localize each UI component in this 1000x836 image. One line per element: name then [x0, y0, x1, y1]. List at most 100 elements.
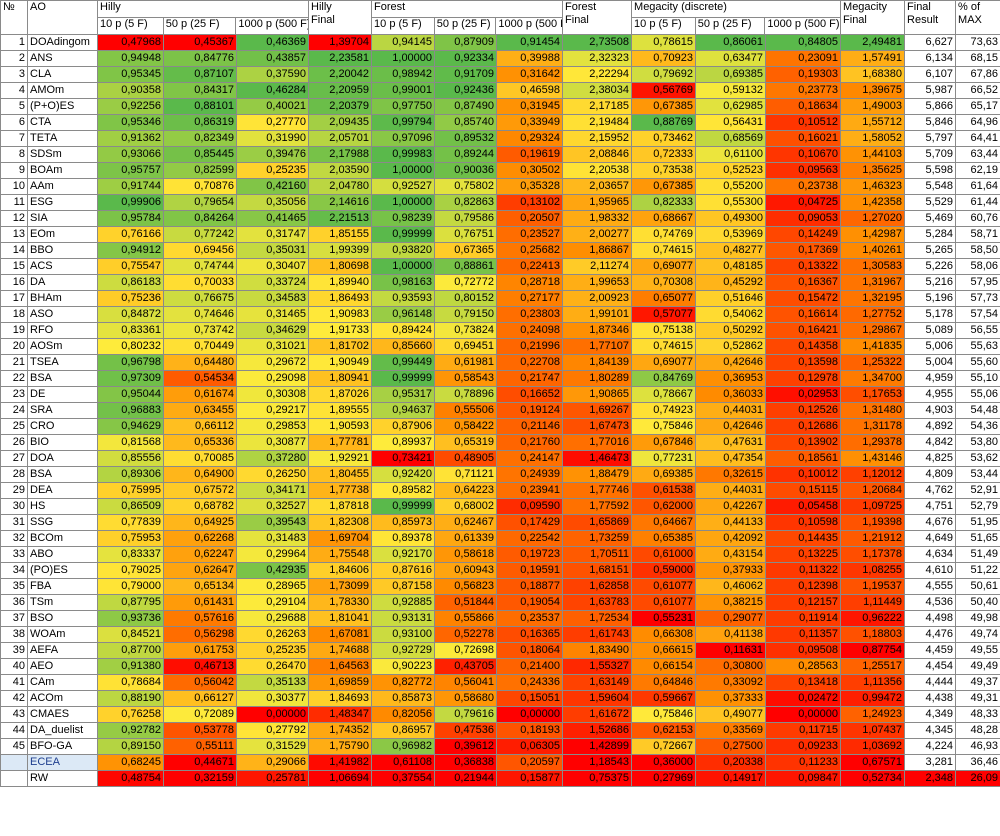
value-cell: 0,31990 [235, 130, 310, 147]
header-megacity-1000p: 1000 p (500 F) [767, 18, 840, 30]
algorithm-name: ANS [27, 50, 98, 67]
value-cell: 1,68380 [840, 66, 906, 83]
value-cell: 0,88190 [97, 690, 164, 707]
value-cell: 0,99472 [840, 690, 906, 707]
value-cell: 0,55200 [695, 178, 767, 195]
value-cell: 0,02472 [765, 690, 842, 707]
value-cell: 1,72534 [562, 610, 633, 627]
table-row: 40 AEO 0,91380 0,46713 0,26470 1,64563 0,90223… [0, 658, 1000, 675]
value-cell: 4,555 [904, 578, 957, 595]
value-cell: 0,92256 [97, 98, 164, 115]
value-cell: 0,42092 [695, 530, 767, 547]
value-cell: 1,90865 [562, 386, 633, 403]
algorithm-name: TSm [27, 594, 98, 611]
value-cell: 1,41835 [840, 338, 906, 355]
value-cell: 0,81568 [97, 434, 164, 451]
algorithm-name: DOAdingom [27, 34, 98, 51]
row-number: 20 [0, 338, 28, 355]
value-cell: 0,89378 [371, 530, 436, 547]
value-cell: 0,87490 [434, 98, 498, 115]
value-cell: 1,07437 [840, 722, 906, 739]
value-cell: 4,809 [904, 466, 957, 483]
value-cell: 0,91454 [496, 34, 564, 51]
value-cell: 4,842 [904, 434, 957, 451]
value-cell: 1,84606 [308, 562, 373, 579]
value-cell: 0,98942 [371, 66, 436, 83]
value-cell: 0,30407 [235, 258, 310, 275]
value-cell: 0,27500 [695, 738, 767, 755]
value-cell: 0,31465 [235, 306, 310, 323]
table-row: 44 DA_duelist 0,92782 0,53778 0,27792 1,74352… [0, 722, 1000, 739]
header-row: № AO Hilly 10 p (5 F) 50 p (25 F) 1000 p… [0, 0, 1000, 35]
value-cell: 62,19 [955, 162, 1000, 179]
value-cell: 0,75547 [97, 258, 164, 275]
row-number: 28 [0, 466, 28, 483]
value-cell: 0,51844 [434, 594, 498, 611]
value-cell: 1,00000 [371, 194, 436, 211]
value-cell: 0,61077 [631, 594, 697, 611]
header-hilly-10p: 10 p (5 F) [99, 18, 164, 34]
value-cell: 0,66154 [631, 658, 697, 675]
value-cell: 0,56769 [631, 82, 697, 99]
value-cell: 52,79 [955, 498, 1000, 515]
value-cell: 0,16021 [765, 130, 842, 147]
value-cell: 0,13102 [496, 194, 564, 211]
value-cell: 2,21513 [308, 210, 373, 227]
value-cell: 0,28965 [235, 578, 310, 595]
value-cell: 1,08255 [840, 562, 906, 579]
table-row: ECEA 0,68245 0,44671 0,29066 1,41982 0,61108 0… [0, 754, 1000, 771]
value-cell: 5,004 [904, 354, 957, 371]
value-cell: 0,62000 [631, 498, 697, 515]
value-cell: 0,31483 [235, 530, 310, 547]
value-cell: 0,63477 [695, 50, 767, 67]
value-cell: 63,44 [955, 146, 1000, 163]
value-cell: 1,52686 [562, 722, 633, 739]
value-cell: 0,93100 [371, 626, 436, 643]
value-cell: 65,17 [955, 98, 1000, 115]
row-number: 44 [0, 722, 28, 739]
value-cell: 0,26250 [235, 466, 310, 483]
table-row: 34 (PO)ES 0,79025 0,62647 0,42935 1,84606 0,87… [0, 562, 1000, 579]
value-cell: 51,49 [955, 546, 1000, 563]
value-cell: 0,55866 [434, 610, 498, 627]
value-cell: 49,31 [955, 690, 1000, 707]
value-cell: 1,34700 [840, 370, 906, 387]
value-cell: 0,18193 [496, 722, 564, 739]
value-cell: 1,73259 [562, 530, 633, 547]
value-cell: 0,27770 [235, 114, 310, 131]
value-cell: 0,72089 [163, 706, 237, 723]
header-megacity-group: Megacity (discrete) 10 p (5 F) 50 p (25 … [631, 0, 842, 35]
value-cell: 2,03590 [308, 162, 373, 179]
value-cell: 0,67385 [631, 98, 697, 115]
value-cell: 0,69456 [163, 242, 237, 259]
value-cell: 1,87346 [562, 322, 633, 339]
value-cell: 1,74688 [308, 642, 373, 659]
value-cell: 0,99449 [371, 354, 436, 371]
value-cell: 0,75953 [97, 530, 164, 547]
value-cell: 1,21912 [840, 530, 906, 547]
value-cell: 0,85660 [371, 338, 436, 355]
table-row: 5 (P+O)ES 0,92256 0,88101 0,40021 2,20379 0,97… [0, 98, 1000, 115]
value-cell: 0,32527 [235, 498, 310, 515]
value-cell: 0,13902 [765, 434, 842, 451]
value-cell: 0,82333 [631, 194, 697, 211]
value-cell: 64,41 [955, 130, 1000, 147]
row-number: 13 [0, 226, 28, 243]
value-cell: 0,60943 [434, 562, 498, 579]
value-cell: 0,96222 [840, 610, 906, 627]
value-cell: 0,27792 [235, 722, 310, 739]
value-cell: 4,762 [904, 482, 957, 499]
row-number: 1 [0, 34, 28, 51]
algorithm-name: BBO [27, 242, 98, 259]
value-cell: 0,93820 [371, 242, 436, 259]
value-cell: 1,39704 [308, 34, 373, 51]
table-row: 35 FBA 0,79000 0,65134 0,28965 1,73099 0,87158… [0, 578, 1000, 595]
table-row: 45 BFO-GA 0,89150 0,55111 0,31529 1,75790 0,96… [0, 738, 1000, 755]
value-cell: 0,62985 [695, 98, 767, 115]
value-cell: 1,40261 [840, 242, 906, 259]
value-cell: 0,39543 [235, 514, 310, 531]
algorithm-name: DE [27, 386, 98, 403]
value-cell: 0,77839 [97, 514, 164, 531]
table-row: 25 CRO 0,94629 0,66112 0,29853 1,90593 0,87906… [0, 418, 1000, 435]
value-cell: 0,23527 [496, 226, 564, 243]
